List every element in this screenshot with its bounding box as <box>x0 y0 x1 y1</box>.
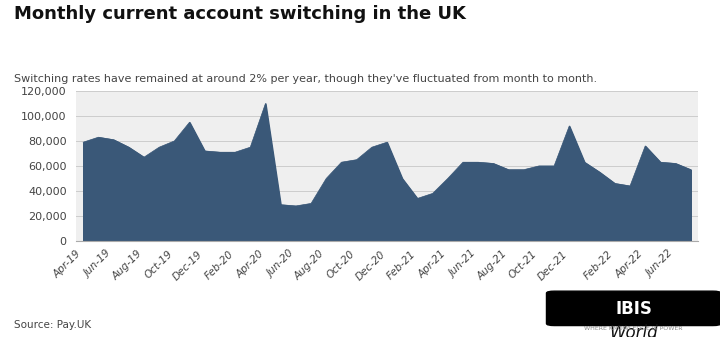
Text: World: World <box>609 324 658 337</box>
Text: Monthly current account switching in the UK: Monthly current account switching in the… <box>14 5 467 23</box>
Text: Source: Pay.UK: Source: Pay.UK <box>14 320 91 330</box>
Text: Switching rates have remained at around 2% per year, though they've fluctuated f: Switching rates have remained at around … <box>14 74 598 84</box>
Text: IBIS: IBIS <box>615 300 652 317</box>
FancyBboxPatch shape <box>546 291 720 326</box>
Text: WHERE KNOWLEDGE IS POWER: WHERE KNOWLEDGE IS POWER <box>585 326 683 331</box>
